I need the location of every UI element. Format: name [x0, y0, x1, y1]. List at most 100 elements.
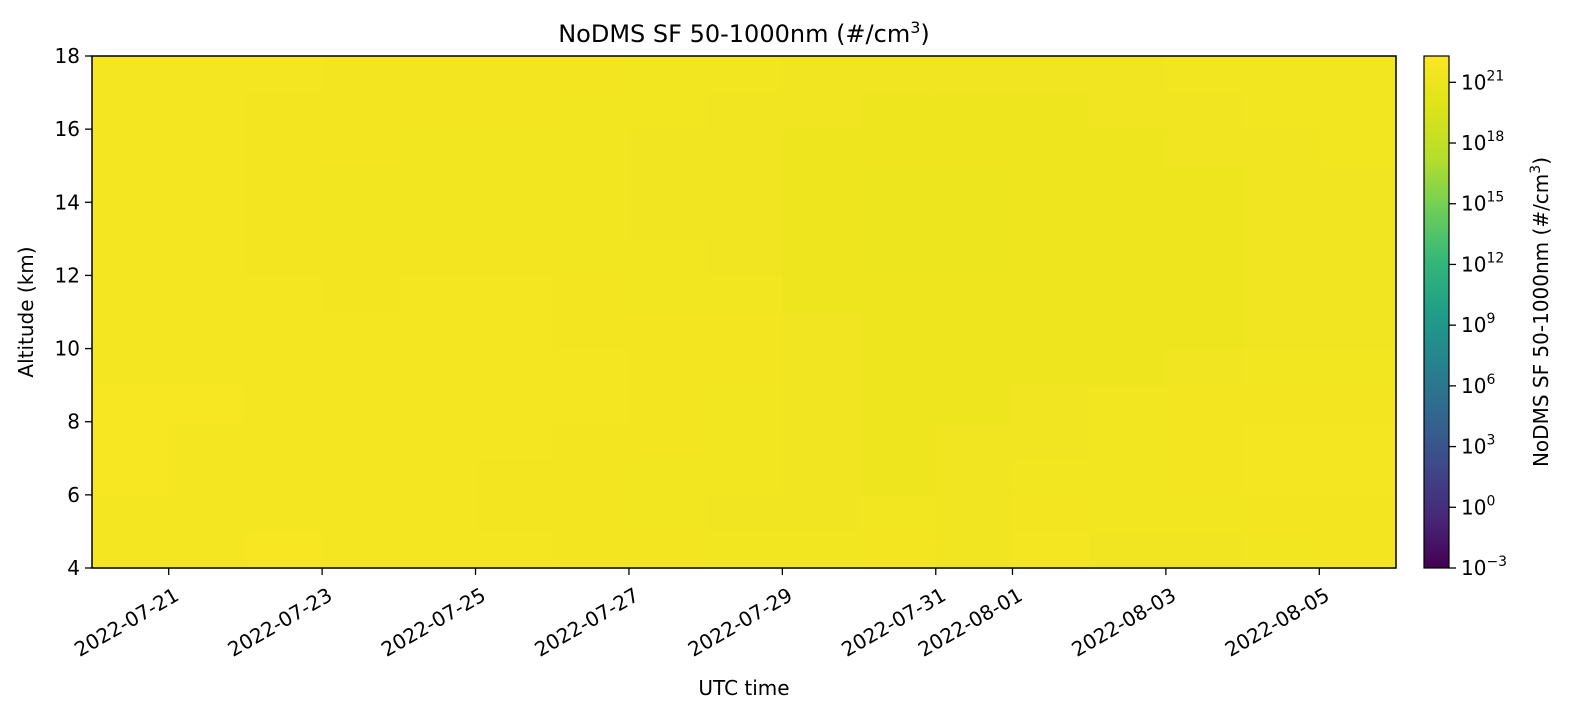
- heatmap-cell: [935, 494, 1014, 533]
- heatmap-cell: [1165, 458, 1244, 496]
- heatmap-cell: [782, 312, 860, 350]
- heatmap-cell: [935, 531, 1014, 569]
- heatmap-cell: [552, 165, 630, 203]
- heatmap-cell: [1165, 92, 1244, 130]
- heatmap-cell: [245, 275, 323, 313]
- heatmap-cell: [322, 385, 400, 423]
- heatmap-cell: [552, 348, 630, 386]
- heatmap-cell: [552, 56, 630, 94]
- heatmap-cell: [92, 348, 170, 386]
- heatmap-cell: [859, 458, 937, 496]
- heatmap-cell: [1089, 494, 1167, 533]
- heatmap-cell: [322, 312, 400, 350]
- colorbar-tick-label: 10−3: [1461, 554, 1507, 580]
- heatmap-cell: [1165, 348, 1244, 386]
- heatmap-cell: [628, 275, 707, 313]
- heatmap-cell: [1089, 238, 1167, 277]
- heatmap-cell: [322, 275, 400, 313]
- heatmap-cells: [92, 56, 1397, 569]
- heatmap-cell: [322, 92, 400, 130]
- heatmap-cell: [475, 421, 553, 459]
- heatmap-cell: [1089, 385, 1167, 423]
- heatmap-cell: [1012, 165, 1090, 203]
- heatmap-cell: [1089, 312, 1167, 350]
- heatmap-cell: [859, 129, 937, 167]
- heatmap-cell: [935, 312, 1014, 350]
- heatmap-cell: [1165, 238, 1244, 277]
- heatmap-cell: [398, 129, 477, 167]
- heatmap-cell: [859, 531, 937, 569]
- heatmap-cell: [398, 56, 477, 94]
- heatmap-cell: [475, 275, 553, 313]
- heatmap-cell: [552, 385, 630, 423]
- heatmap-cell: [168, 494, 247, 533]
- heatmap-cell: [859, 238, 937, 277]
- heatmap-cell: [245, 56, 323, 94]
- heatmap-cell: [859, 165, 937, 203]
- heatmap-cell: [398, 202, 477, 240]
- heatmap-cell: [705, 56, 783, 94]
- heatmap-cell: [1242, 129, 1320, 167]
- heatmap-cell: [935, 275, 1014, 313]
- heatmap-cell: [935, 165, 1014, 203]
- heatmap-cell: [475, 348, 553, 386]
- heatmap-cell: [782, 385, 860, 423]
- heatmap-cell: [398, 494, 477, 533]
- heatmap-cell: [475, 202, 553, 240]
- heatmap-cell: [92, 385, 170, 423]
- heatmap-cell: [705, 348, 783, 386]
- heatmap-cell: [1165, 129, 1244, 167]
- heatmap-cell: [1319, 129, 1397, 167]
- heatmap-cell: [935, 458, 1014, 496]
- heatmap-cell: [628, 312, 707, 350]
- heatmap-cell: [782, 421, 860, 459]
- heatmap-cell: [782, 56, 860, 94]
- heatmap-cell: [245, 202, 323, 240]
- heatmap-cell: [782, 238, 860, 277]
- heatmap-cell: [168, 421, 247, 459]
- heatmap-cell: [398, 385, 477, 423]
- heatmap-cell: [705, 531, 783, 569]
- heatmap-cell: [1242, 202, 1320, 240]
- heatmap-cell: [1089, 531, 1167, 569]
- heatmap-cell: [859, 421, 937, 459]
- heatmap-cell: [705, 458, 783, 496]
- heatmap-cell: [552, 202, 630, 240]
- heatmap-cell: [1089, 129, 1167, 167]
- heatmap-cell: [168, 531, 247, 569]
- heatmap-cell: [398, 531, 477, 569]
- heatmap-cell: [859, 202, 937, 240]
- heatmap-cell: [92, 421, 170, 459]
- heatmap-cell: [398, 165, 477, 203]
- heatmap-cell: [935, 56, 1014, 94]
- heatmap-cell: [1089, 202, 1167, 240]
- heatmap-cell: [782, 348, 860, 386]
- heatmap-cell: [782, 92, 860, 130]
- heatmap-cell: [705, 129, 783, 167]
- heatmap-cell: [1242, 348, 1320, 386]
- y-axis: 4 6 8 10 12 14 16 18: [55, 44, 92, 580]
- heatmap-cell: [1319, 275, 1397, 313]
- heatmap-cell: [1242, 494, 1320, 533]
- heatmap-cell: [859, 312, 937, 350]
- heatmap-cell: [782, 202, 860, 240]
- y-axis-label: Altitude (km): [14, 246, 38, 377]
- heatmap-cell: [628, 348, 707, 386]
- heatmap-cell: [1089, 275, 1167, 313]
- heatmap-cell: [1165, 202, 1244, 240]
- heatmap-cell: [245, 531, 323, 569]
- colorbar: [1423, 55, 1450, 569]
- heatmap-cell: [168, 312, 247, 350]
- heatmap-cell: [92, 92, 170, 130]
- heatmap-cell: [168, 348, 247, 386]
- heatmap-cell: [1165, 385, 1244, 423]
- heatmap-cell: [1319, 202, 1397, 240]
- heatmap-cell: [168, 275, 247, 313]
- heatmap-cell: [859, 56, 937, 94]
- heatmap-cell: [168, 385, 247, 423]
- heatmap-cell: [782, 275, 860, 313]
- x-tick-label: 2022-07-23: [224, 583, 337, 662]
- heatmap-cell: [245, 385, 323, 423]
- heatmap-cell: [1319, 165, 1397, 203]
- heatmap-cell: [705, 312, 783, 350]
